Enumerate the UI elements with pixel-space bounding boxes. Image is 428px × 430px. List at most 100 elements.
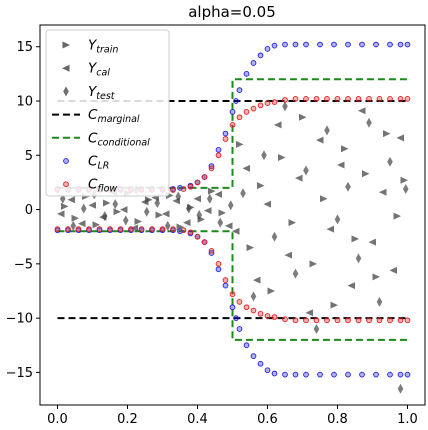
data-point: [345, 95, 351, 102]
data-point: [196, 210, 203, 220]
legend-item: Ycal: [62, 61, 110, 79]
legend-swatch: [62, 41, 70, 49]
data-point: [236, 326, 243, 332]
data-point: [246, 244, 254, 252]
data-point: [86, 226, 92, 232]
data-point: [236, 140, 244, 148]
data-point: [397, 371, 404, 378]
data-point: [404, 317, 411, 324]
data-point: [222, 130, 229, 137]
data-point: [70, 220, 77, 231]
data-point: [257, 310, 264, 317]
data-point: [264, 46, 271, 52]
data-point: [397, 95, 404, 102]
y-tick-label: −5: [14, 257, 33, 272]
data-point: [324, 125, 330, 136]
data-point: [387, 156, 393, 167]
legend-box: [45, 29, 170, 197]
data-point: [397, 317, 404, 324]
data-point: [362, 170, 370, 178]
data-point: [316, 136, 324, 144]
data-point: [345, 181, 351, 192]
data-point: [187, 229, 194, 236]
y-tick-label: −10: [6, 312, 33, 327]
data-point: [372, 273, 380, 281]
series-y-test: [59, 101, 409, 394]
data-point: [404, 95, 411, 102]
data-point: [250, 105, 257, 112]
data-point: [88, 201, 96, 209]
data-point: [232, 227, 240, 235]
data-point: [134, 218, 142, 226]
data-point: [75, 226, 82, 232]
legend-item: CLR: [63, 154, 109, 172]
data-point: [330, 301, 338, 309]
data-point: [387, 41, 393, 48]
data-point: [271, 370, 278, 377]
data-point: [229, 291, 236, 298]
data-point: [229, 109, 236, 115]
data-point: [309, 260, 317, 268]
data-point: [317, 41, 323, 48]
legend-label: Cflow: [88, 177, 117, 195]
data-point: [253, 276, 261, 284]
data-point: [222, 282, 229, 289]
data-point: [141, 198, 149, 206]
legend-swatch: [63, 181, 69, 188]
legend-swatch: [62, 64, 70, 72]
data-point: [376, 317, 383, 324]
data-point: [376, 95, 383, 102]
data-point: [387, 95, 393, 102]
data-point: [404, 371, 411, 378]
data-point: [201, 174, 208, 180]
data-point: [215, 266, 222, 273]
data-point: [112, 199, 119, 210]
data-point: [282, 316, 288, 323]
data-point: [359, 371, 365, 378]
data-point: [175, 191, 182, 202]
data-point: [368, 238, 376, 246]
data-point: [373, 41, 379, 48]
data-point: [366, 317, 372, 324]
data-point: [313, 317, 320, 324]
data-point: [393, 212, 401, 220]
legend-label: Ycal: [88, 61, 110, 79]
data-point: [303, 371, 309, 378]
data-point: [331, 41, 337, 48]
data-point: [257, 102, 264, 109]
data-point: [337, 161, 345, 169]
data-point: [389, 266, 397, 274]
data-point: [305, 309, 313, 317]
legend-item: Cconditional: [52, 130, 150, 148]
data-point: [284, 251, 292, 259]
x-tick-label: 0.0: [47, 412, 68, 427]
data-point: [373, 371, 379, 378]
legend-label: Ytrain: [88, 38, 118, 56]
data-point: [107, 226, 113, 232]
y-tick-label: 5: [25, 149, 33, 164]
data-point: [303, 95, 309, 102]
data-point: [288, 219, 296, 227]
data-point: [257, 182, 265, 190]
data-point: [358, 107, 366, 115]
data-point: [215, 261, 222, 267]
plot-frame: [39, 24, 426, 406]
data-point: [155, 211, 163, 219]
data-point: [397, 383, 404, 394]
data-point: [229, 304, 236, 311]
y-tick-label: 10: [16, 95, 33, 110]
data-point: [379, 188, 387, 196]
legend-item: Cmarginal: [52, 107, 140, 125]
legend-swatch: [63, 86, 69, 97]
data-point: [143, 206, 150, 217]
data-point: [117, 226, 124, 232]
data-point: [376, 296, 383, 307]
data-point: [236, 87, 243, 93]
data-point: [65, 226, 71, 232]
data-point: [122, 215, 129, 226]
data-point: [218, 209, 226, 217]
data-point: [292, 371, 299, 378]
data-point: [208, 247, 215, 254]
data-point: [176, 223, 184, 231]
